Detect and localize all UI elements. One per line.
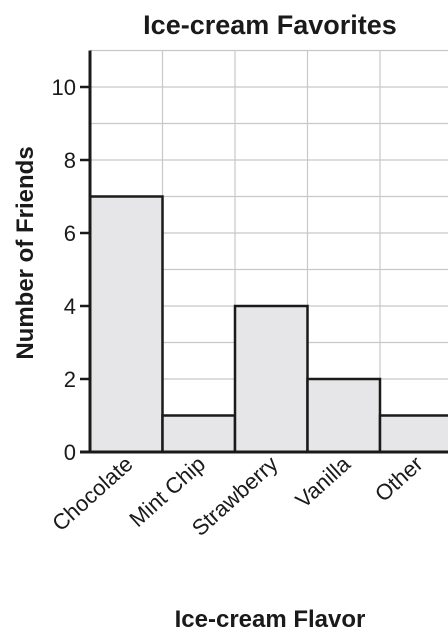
y-tick-label: 2: [64, 367, 76, 392]
y-tick-label: 10: [52, 75, 76, 100]
y-axis-title: Number of Friends: [12, 146, 39, 359]
x-tick-label: Other: [370, 451, 428, 506]
bar-other: [378, 414, 448, 454]
y-tick-label: 6: [64, 221, 76, 246]
bar-chocolate: [88, 195, 164, 454]
y-tick-label: 0: [64, 440, 76, 465]
bar-vanilla: [306, 377, 382, 454]
chart-title: Ice-cream Favorites: [143, 10, 397, 40]
x-tick-label: Chocolate: [47, 451, 137, 536]
bars: [88, 195, 448, 454]
y-tick-label: 4: [64, 294, 76, 319]
y-tick-labels: 0 2 4 6 8 10: [52, 75, 90, 465]
bar-mint-chip: [161, 414, 237, 454]
bar-strawberry: [233, 304, 309, 454]
y-tick-label: 8: [64, 148, 76, 173]
x-axis-title: Ice-cream Flavor: [175, 606, 366, 630]
axes: [80, 50, 448, 454]
x-tick-label: Vanilla: [290, 451, 355, 513]
